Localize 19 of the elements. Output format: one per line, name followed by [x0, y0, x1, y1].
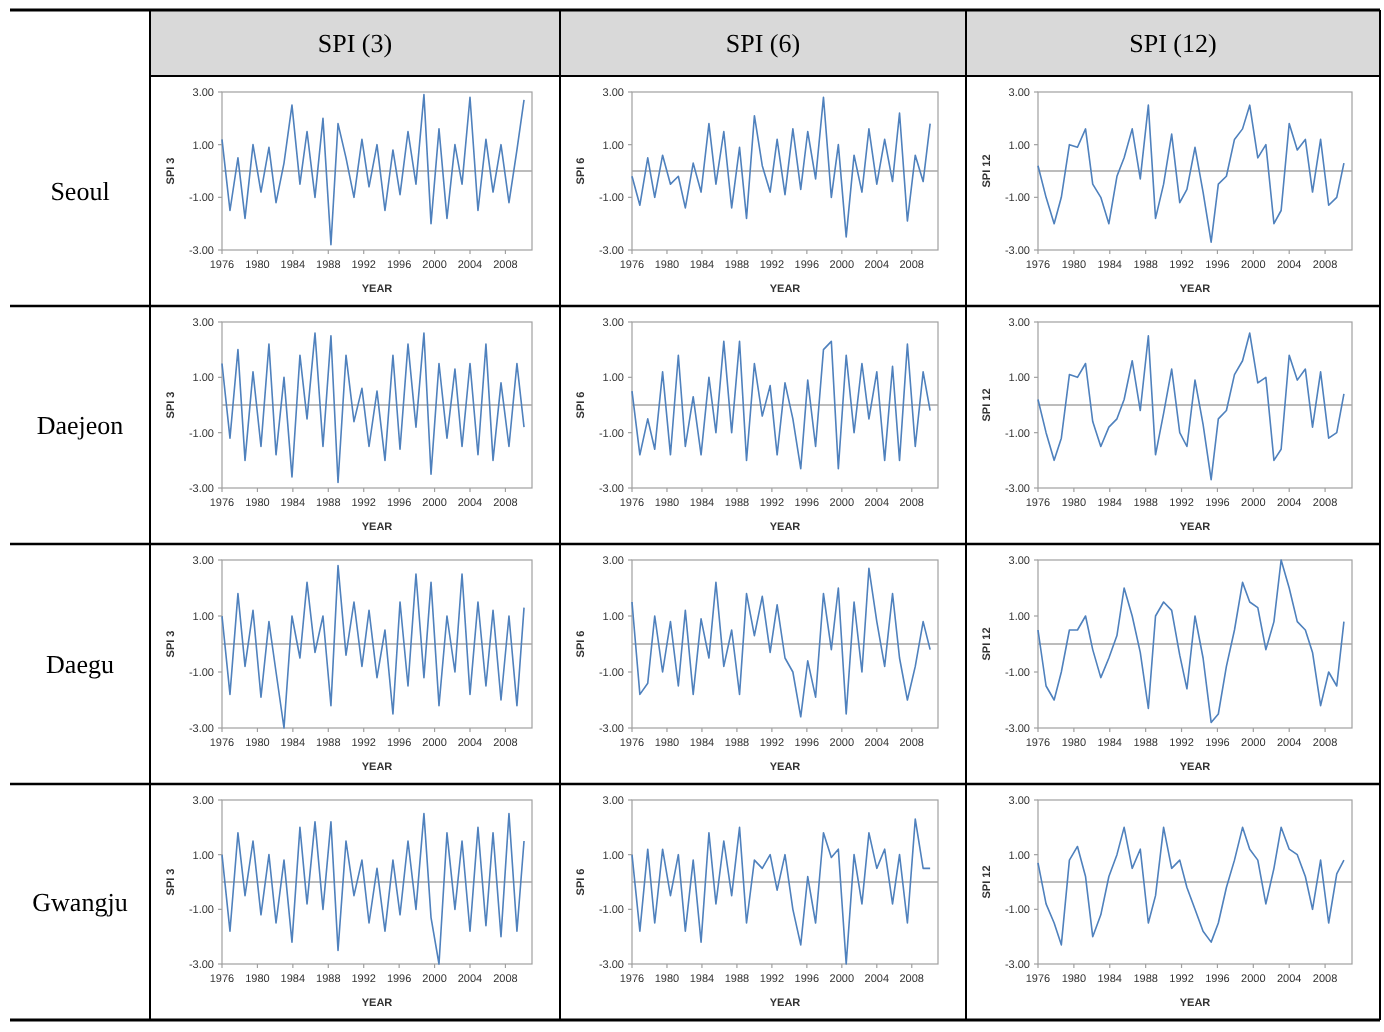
line-series	[631, 96, 931, 238]
line-series	[221, 812, 525, 965]
chart-title: SPI (12)	[1129, 28, 1217, 59]
text: Daegu	[46, 649, 115, 680]
text: Gwangju	[32, 887, 129, 918]
line-series	[631, 340, 931, 470]
line-series	[1037, 332, 1345, 481]
line-series	[631, 818, 931, 965]
text: Seoul	[50, 176, 111, 207]
line-series	[221, 332, 525, 484]
line-series	[221, 93, 525, 246]
chart-title: SPI (3)	[317, 28, 393, 59]
text: Daejeon	[36, 410, 125, 441]
chart-title: SPI (6)	[725, 28, 801, 59]
line-series	[631, 567, 931, 718]
line-series	[1037, 559, 1345, 724]
line-series	[1037, 104, 1345, 243]
line-series	[1037, 826, 1345, 946]
line-series	[221, 564, 525, 729]
